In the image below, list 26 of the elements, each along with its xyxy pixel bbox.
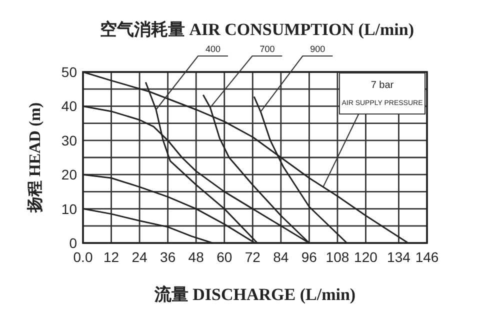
x-tick-label: 108 [326,249,350,265]
x-tick-label: 24 [132,249,148,265]
annotation: 7 bar [370,80,394,91]
y-axis-title: 扬程 HEAD (m) [26,102,44,214]
x-axis-title: 流量 DISCHARGE (L/min) [153,285,356,304]
x-tick-label: 146 [415,249,439,265]
y-tick-label: 10 [61,200,78,217]
y-tick-label: 50 [61,64,78,80]
x-tick-label: 134 [387,249,411,265]
y-tick-label: 40 [61,98,78,114]
text: 400 [206,44,221,54]
chart-title: 空气消耗量 AIR CONSUMPTION (L/min) [100,20,414,39]
x-tick-label: 120 [354,249,378,265]
text: 900 [310,44,326,54]
y-tick-label: 0 [69,235,78,251]
text: 700 [260,44,275,54]
x-tick-label: 60 [216,249,232,265]
x-tick-label: 36 [160,249,176,265]
y-tick-label: 30 [61,132,78,148]
y-tick-label: 20 [61,166,78,183]
x-tick-label: 96 [301,249,318,265]
x-tick-label: 0.0 [73,249,93,265]
x-tick-label: 84 [273,249,289,265]
x-tick-label: 48 [188,249,204,265]
x-tick-label: 72 [244,249,261,265]
x-tick-label: 12 [103,249,120,265]
